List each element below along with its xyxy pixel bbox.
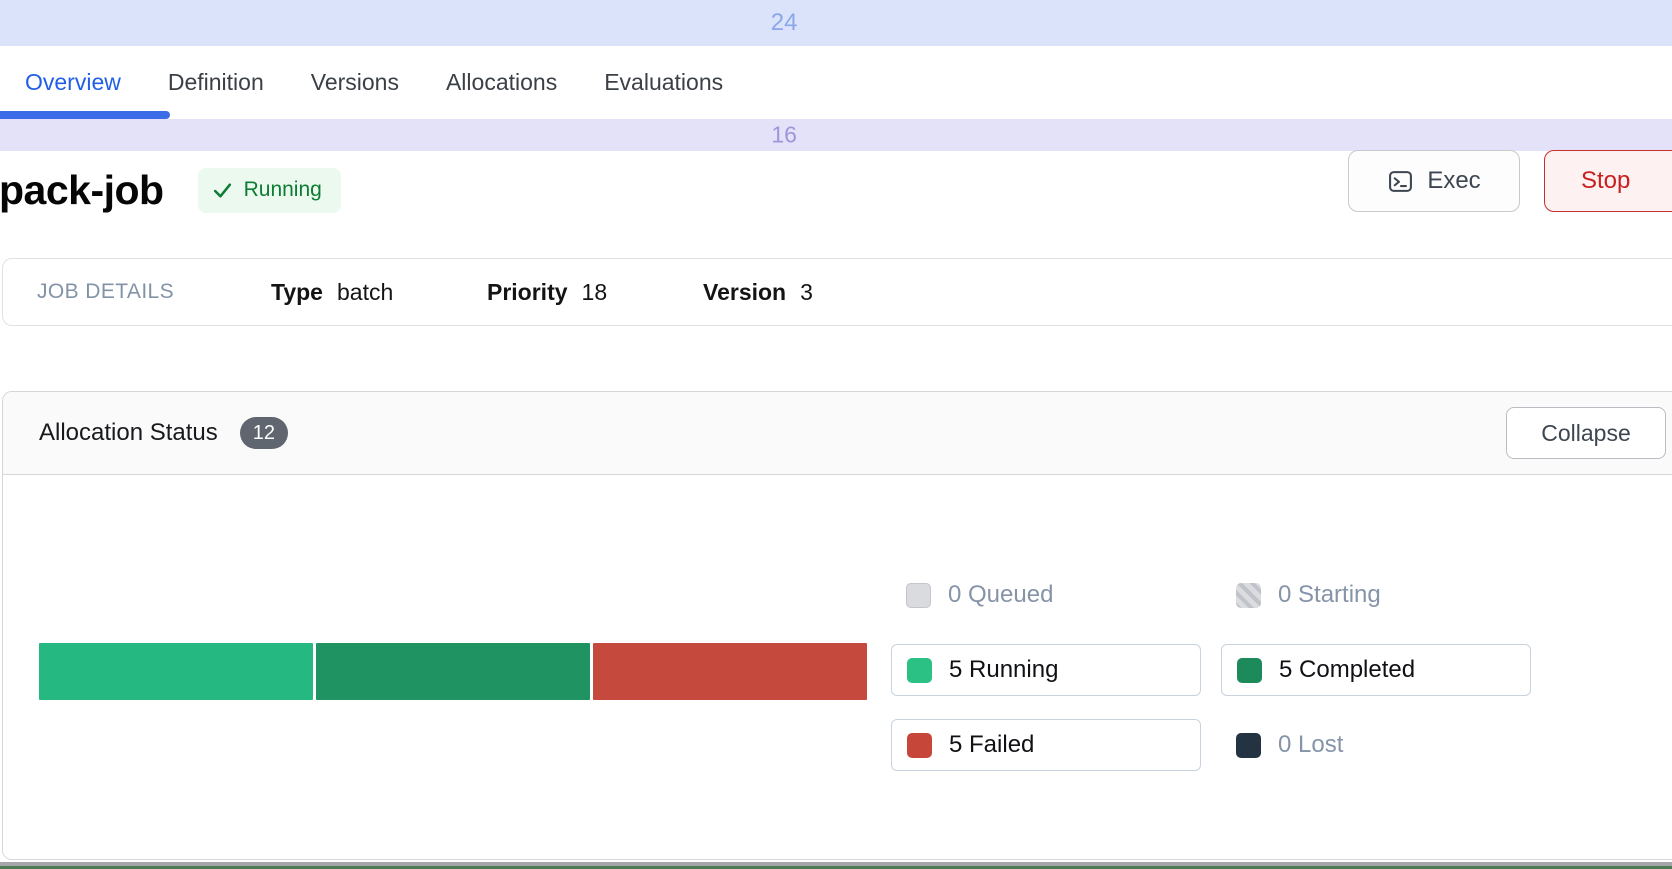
tab-overview[interactable]: Overview [25,69,121,95]
status-badge: Running [197,167,341,213]
exec-button-label: Exec [1427,167,1481,194]
job-detail-priority-value: 18 [581,278,608,305]
job-detail-type-value: batch [336,278,394,305]
allocation-bar-chart [39,643,867,700]
tab-definition[interactable]: Definition [167,69,264,95]
job-tab-bar: Overview Definition Versions Allocations… [0,46,1672,119]
job-detail-type-label: Type [271,278,323,305]
spacing-overlay-top-value: 24 [770,9,798,36]
bottom-divider-green [0,866,1672,869]
bar-segment-completed [316,643,590,700]
legend-item-running[interactable]: 5 Running [891,644,1201,696]
queued-swatch-icon [906,582,931,608]
starting-swatch-icon [1236,582,1261,608]
allocation-status-title: Allocation Status [39,419,218,446]
bottom-divider-gray [0,862,1672,866]
exec-button[interactable]: Exec [1348,150,1520,212]
allocation-count-badge: 12 [239,417,289,449]
job-detail-type: Type batch [271,279,419,306]
legend-item-starting: 0 Starting [1221,569,1531,621]
completed-swatch-icon [1237,657,1262,683]
job-detail-version-value: 3 [800,278,813,305]
allocation-status-panel: Allocation Status 12 Collapse 0 Queued 0 … [2,391,1672,860]
allocation-legend: 0 Queued 0 Starting 5 Running 5 Completed 5 … [891,569,1531,771]
job-detail-version-label: Version [703,278,787,305]
tab-evaluations[interactable]: Evaluations [604,69,724,95]
legend-item-label: 5 Completed [1279,656,1416,683]
running-swatch-icon [907,657,932,683]
spacing-overlay-top: 24 [0,0,1672,46]
bar-segment-failed [593,643,867,700]
allocation-status-header: Allocation Status 12 Collapse [3,392,1672,475]
page-title: pack-job [0,166,164,213]
active-tab-indicator [0,111,170,119]
collapse-button-label: Collapse [1541,419,1631,446]
legend-item-label: 0 Queued [948,581,1054,608]
tab-allocations[interactable]: Allocations [445,69,558,95]
failed-swatch-icon [907,732,932,758]
status-badge-label: Running [243,178,322,201]
spacing-overlay-bottom-value: 16 [771,121,797,148]
legend-item-failed[interactable]: 5 Failed [891,719,1201,771]
stop-button[interactable]: Stop [1544,150,1672,212]
legend-item-completed[interactable]: 5 Completed [1221,644,1531,696]
terminal-icon [1389,170,1413,192]
job-details-panel: JOB DETAILS Type batch Priority 18 Versi… [2,258,1672,326]
job-detail-version: Version 3 [703,279,851,306]
spacing-overlay-bottom: 16 [0,119,1672,151]
lost-swatch-icon [1236,732,1261,758]
legend-item-label: 0 Lost [1278,731,1344,758]
collapse-button[interactable]: Collapse [1506,407,1666,459]
legend-item-label: 0 Starting [1278,581,1381,608]
job-title-row: pack-job Running [0,159,1672,221]
legend-item-label: 5 Running [949,656,1059,683]
allocation-status-body: 0 Queued 0 Starting 5 Running 5 Completed 5 … [3,475,1672,859]
legend-item-queued: 0 Queued [891,569,1201,621]
job-details-heading: JOB DETAILS [37,280,175,303]
bar-segment-running [39,643,313,700]
stop-button-label: Stop [1581,167,1631,194]
check-icon [213,182,231,198]
job-detail-priority: Priority 18 [487,279,635,306]
legend-item-label: 5 Failed [949,731,1035,758]
tab-versions[interactable]: Versions [310,69,399,95]
job-detail-priority-label: Priority [487,278,568,305]
legend-item-lost: 0 Lost [1221,719,1531,771]
